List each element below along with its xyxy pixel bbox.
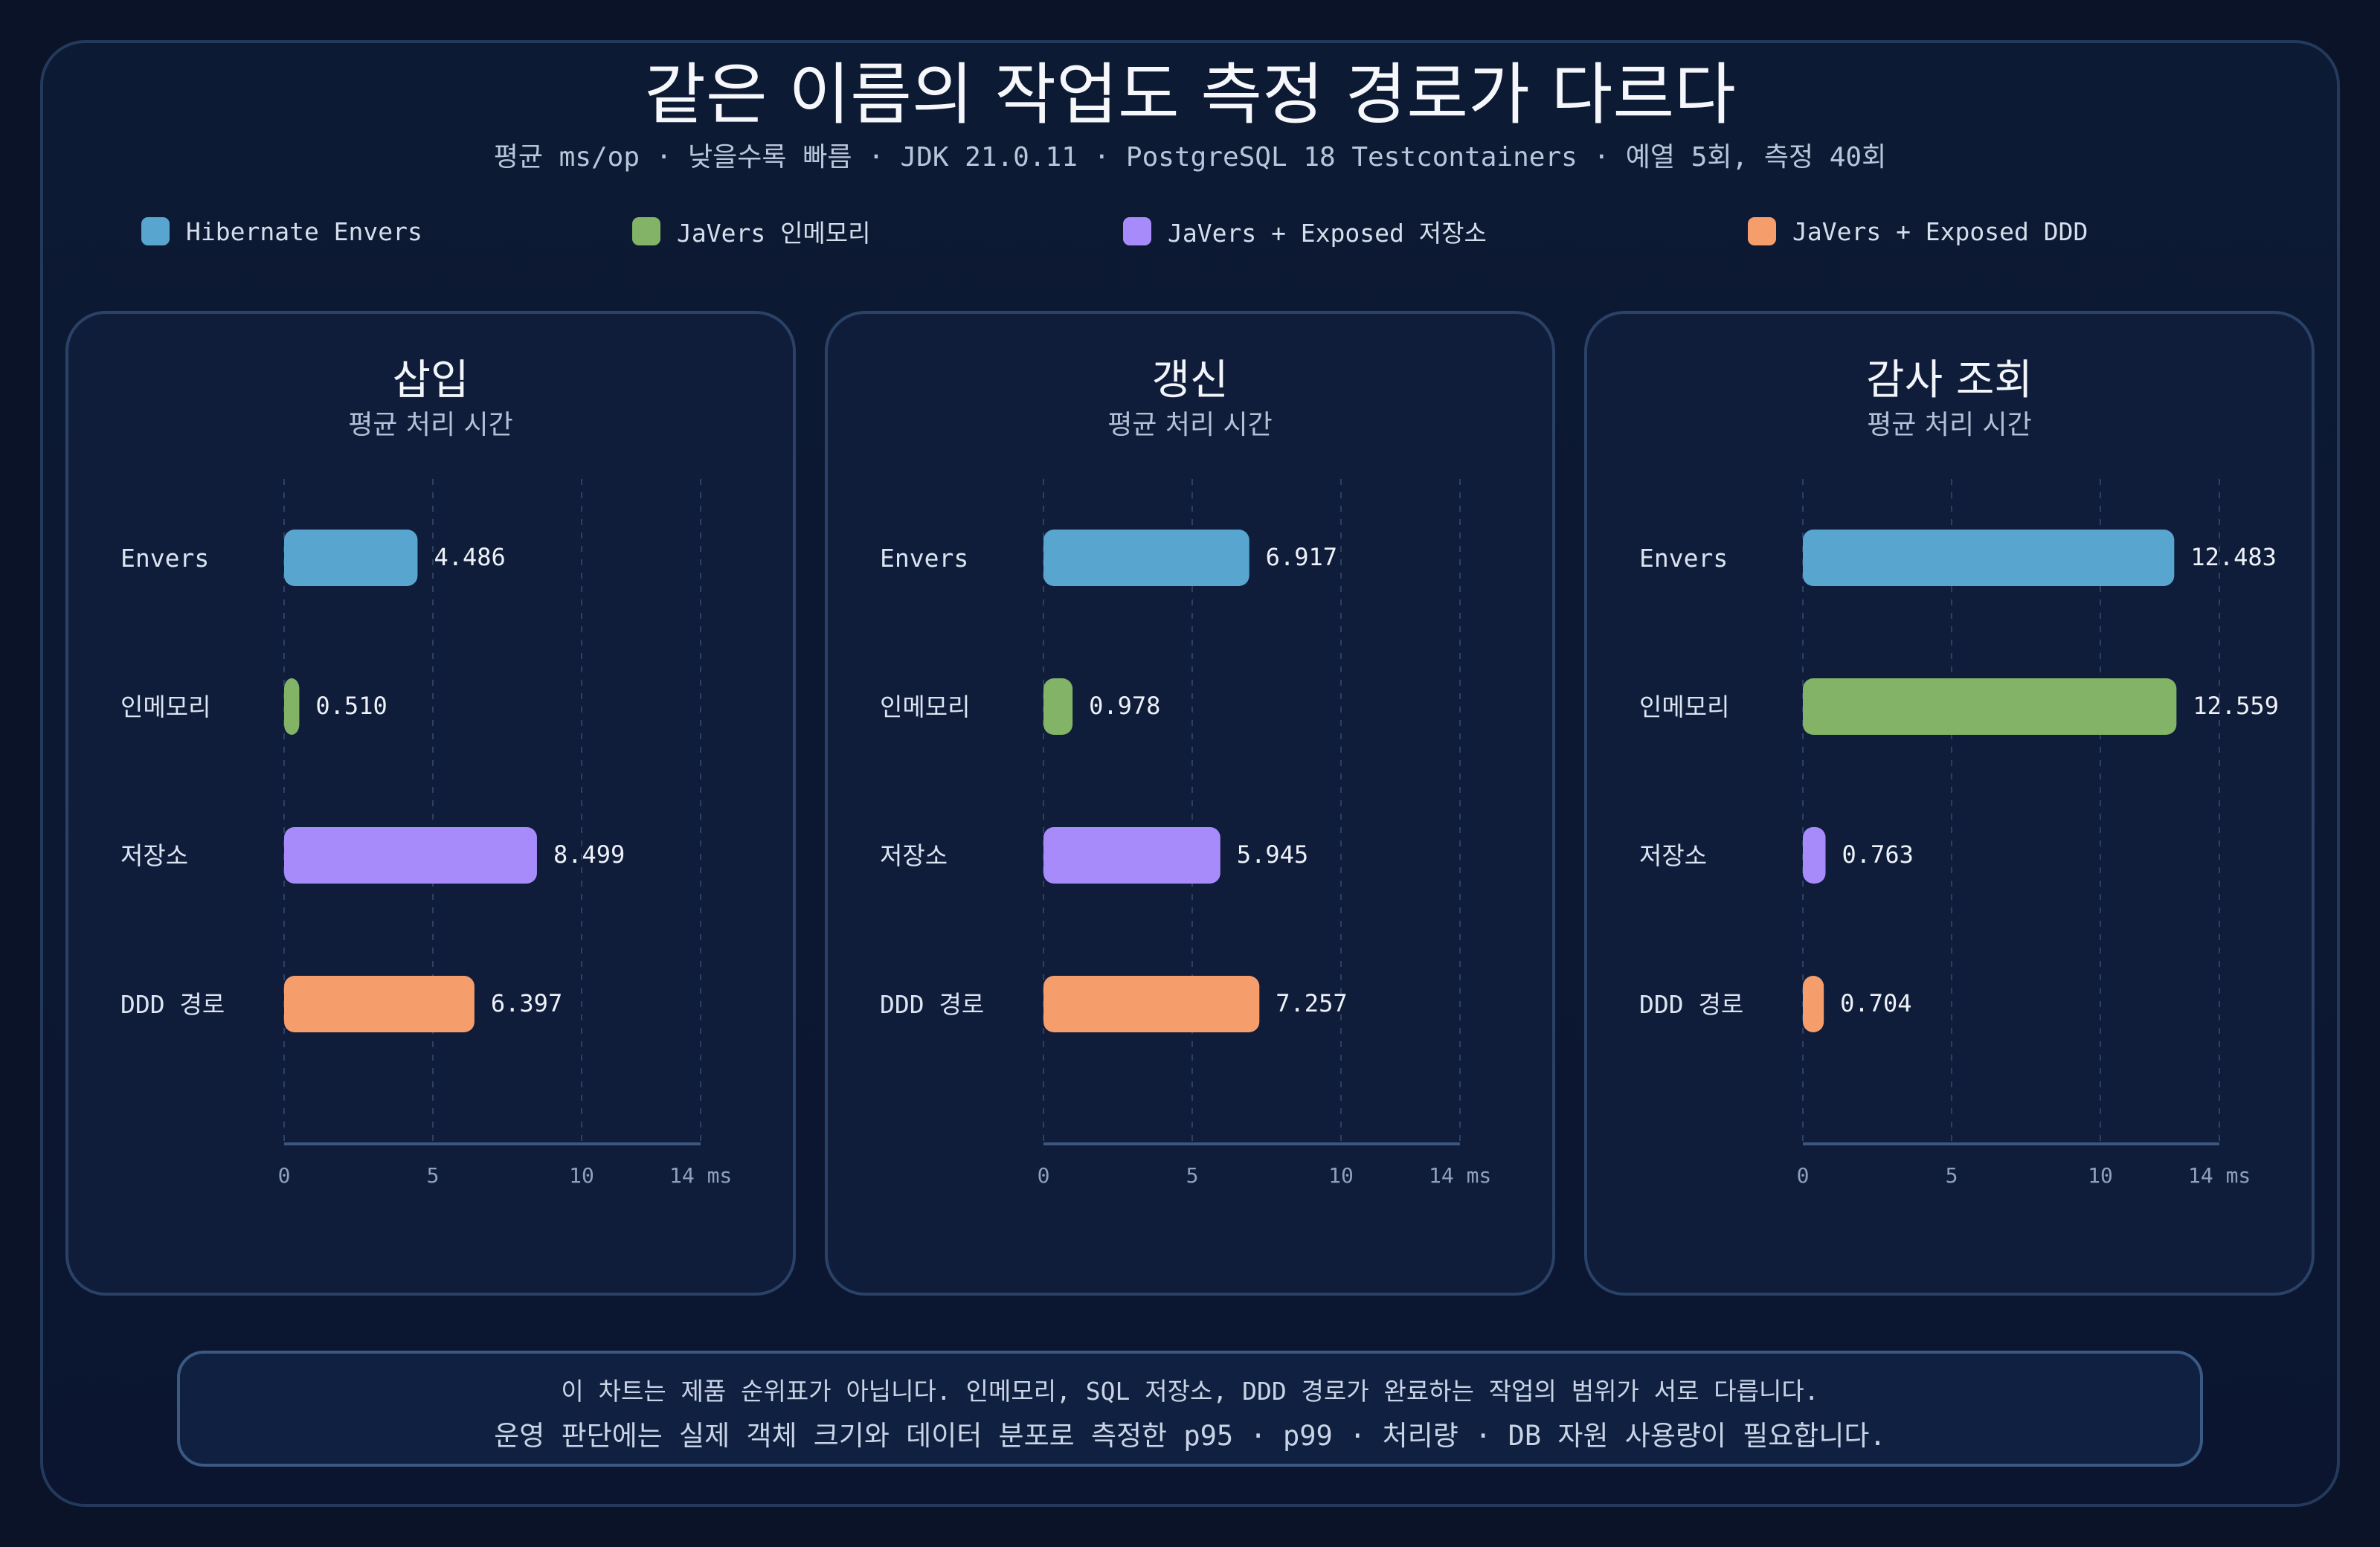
- data-label: 0.510: [315, 692, 387, 720]
- x-tick-label: 14 ms: [669, 1163, 732, 1188]
- legend-item-envers: Hibernate Envers: [141, 213, 422, 250]
- x-tick-label: 5: [1186, 1163, 1199, 1188]
- x-tick-label: 5: [427, 1163, 440, 1188]
- x-tick-label: 14 ms: [2188, 1163, 2251, 1188]
- category-label: 인메모리: [880, 692, 970, 721]
- x-tick-label: 0: [1038, 1163, 1050, 1188]
- legend-swatch: [632, 217, 660, 245]
- category-label: DDD 경로: [880, 990, 984, 1019]
- page-subtitle: 평균 ms/op · 낮을수록 빠름 · JDK 21.0.11 · Postg…: [493, 142, 1887, 173]
- category-label: 인메모리: [1639, 692, 1729, 721]
- panel-title: 갱신: [1151, 356, 1229, 405]
- data-label: 6.397: [491, 989, 562, 1017]
- legend-swatch: [141, 217, 170, 245]
- note-line-2: 운영 판단에는 실제 객체 크기와 데이터 분포로 측정한 p95 · p99 …: [494, 1420, 1886, 1452]
- bar: [284, 976, 475, 1032]
- category-label: Envers: [120, 544, 209, 573]
- bar: [1043, 530, 1250, 586]
- bar-chart-audit-query: 0 5 10 14 ms Envers 12.483 인메모리 12.559 저장소 0.763 D…: [1639, 479, 2279, 1188]
- legend-label: JaVers 인메모리: [677, 219, 871, 248]
- legend-label: Hibernate Envers: [186, 216, 422, 246]
- x-tick-label: 10: [569, 1163, 594, 1188]
- data-label: 12.559: [2193, 692, 2279, 720]
- legend-swatch: [1748, 217, 1776, 245]
- legend-label: JaVers + Exposed 저장소: [1168, 219, 1487, 248]
- category-label: 저장소: [120, 841, 188, 870]
- category-label: DDD 경로: [120, 990, 225, 1019]
- data-label: 7.257: [1276, 989, 1347, 1017]
- data-label: 0.763: [1842, 840, 1914, 869]
- bar-chart-update: 0 5 10 14 ms Envers 6.917 인메모리 0.978 저장소 5.945 DDD…: [880, 479, 1491, 1188]
- x-tick-label: 10: [1328, 1163, 1354, 1188]
- data-label: 0.978: [1089, 692, 1160, 720]
- x-tick-label: 0: [278, 1163, 291, 1188]
- bar: [1043, 976, 1260, 1032]
- chart-panel-insert: 삽입 평균 처리 시간 0 5 10 14 ms Envers 4.486 인메모리 0.51…: [65, 311, 796, 1296]
- x-tick-label: 10: [2088, 1163, 2113, 1188]
- chart-panel-update: 갱신 평균 처리 시간 0 5 10 14 ms Envers 6.917 인메모리 0.97…: [825, 311, 1555, 1296]
- legend-item-repository: JaVers + Exposed 저장소: [1123, 213, 1487, 250]
- panel-subtitle: 평균 처리 시간: [1107, 410, 1273, 440]
- x-tick-label: 0: [1797, 1163, 1810, 1188]
- category-label: 인메모리: [120, 692, 210, 721]
- data-label: 6.917: [1266, 543, 1337, 571]
- legend-swatch: [1123, 217, 1151, 245]
- bar: [1803, 678, 2177, 735]
- bar: [284, 530, 418, 586]
- x-tick-label: 14 ms: [1429, 1163, 1491, 1188]
- category-label: DDD 경로: [1639, 990, 1743, 1019]
- bar: [1043, 678, 1073, 735]
- legend-label: JaVers + Exposed DDD: [1792, 216, 2088, 246]
- panel-title: 삽입: [392, 356, 469, 405]
- panel-title: 감사 조회: [1866, 356, 2033, 405]
- bar: [1043, 827, 1220, 884]
- category-label: 저장소: [1639, 841, 1707, 870]
- page-title: 같은 이름의 작업도 측정 경로가 다르다: [644, 56, 1736, 134]
- data-label: 4.486: [434, 543, 505, 571]
- legend-item-ddd: JaVers + Exposed DDD: [1748, 213, 2088, 250]
- bar: [284, 827, 537, 884]
- category-label: Envers: [880, 544, 968, 573]
- category-label: Envers: [1639, 544, 1728, 573]
- bar: [1803, 827, 1826, 884]
- data-label: 0.704: [1840, 989, 1911, 1017]
- bar: [1803, 530, 2175, 586]
- bar: [284, 678, 300, 735]
- data-label: 8.499: [553, 840, 625, 869]
- data-label: 12.483: [2190, 543, 2277, 571]
- bar: [1803, 976, 1824, 1032]
- panel-subtitle: 평균 처리 시간: [1867, 410, 2032, 440]
- panel-subtitle: 평균 처리 시간: [348, 410, 513, 440]
- category-label: 저장소: [880, 841, 948, 870]
- x-tick-label: 5: [1946, 1163, 1958, 1188]
- chart-panel-audit-query: 감사 조회 평균 처리 시간 0 5 10 14 ms Envers 12.483 인메모리…: [1584, 311, 2315, 1296]
- disclaimer-note: 이 차트는 제품 순위표가 아닙니다. 인메모리, SQL 저장소, DDD 경…: [177, 1351, 2203, 1467]
- bar-chart-insert: 0 5 10 14 ms Envers 4.486 인메모리 0.510 저장소 8.499 DDD…: [120, 479, 732, 1188]
- note-line-1: 이 차트는 제품 순위표가 아닙니다. 인메모리, SQL 저장소, DDD 경…: [561, 1377, 1819, 1406]
- data-label: 5.945: [1237, 840, 1308, 869]
- legend-item-inmemory: JaVers 인메모리: [632, 213, 871, 250]
